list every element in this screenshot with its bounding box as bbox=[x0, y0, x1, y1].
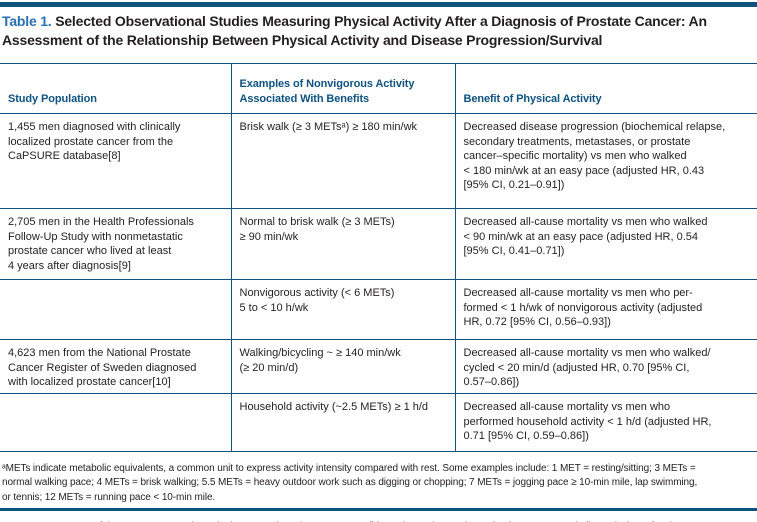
footnote-abbreviations: CaPSURE = Cancer of the Prostate Strateg… bbox=[2, 520, 755, 522]
cell-benefit: Decreased all-cause mortality vs men who… bbox=[455, 339, 757, 394]
cell-activity: Normal to brisk walk (≥ 3 METs) ≥ 90 min… bbox=[230, 208, 456, 280]
table-row: Nonvigorous activity (< 6 METs) 5 to < 1… bbox=[0, 279, 757, 340]
table-row: Household activity (~2.5 METs) ≥ 1 h/d D… bbox=[0, 393, 757, 452]
cell-population: 1,455 men diagnosed with clinically loca… bbox=[8, 121, 181, 162]
footnote-mets-definition: ᵃMETs indicate metabolic equivalents, a … bbox=[2, 462, 698, 503]
cell-activity: Walking/bicycling ~ ≥ 140 min/wk (≥ 20 m… bbox=[230, 339, 456, 394]
column-header-benefit: Benefit of Physical Activity bbox=[455, 63, 757, 114]
header-row: Study Population Examples of Nonvigorous… bbox=[0, 63, 757, 114]
table-title: Table 1. Selected Observational Studies … bbox=[2, 12, 755, 50]
cell-benefit: Decreased all-cause mortality vs men who… bbox=[455, 393, 757, 452]
cell-activity: Nonvigorous activity (< 6 METs) 5 to < 1… bbox=[230, 279, 456, 340]
footnotes-block: ᵃMETs indicate metabolic equivalents, a … bbox=[2, 447, 755, 522]
column-header-study-population: Study Population bbox=[0, 63, 231, 114]
table-row: 1,455 men diagnosed with clinically loca… bbox=[0, 113, 757, 209]
cell-activity: Household activity (~2.5 METs) ≥ 1 h/d bbox=[230, 393, 456, 452]
cell-population bbox=[0, 393, 231, 452]
table-number-label: Table 1. bbox=[2, 13, 52, 29]
cell-benefit: Decreased disease progression (biochemic… bbox=[463, 121, 726, 191]
column-header-nonvigorous-activity: Examples of Nonvigorous Activity Associa… bbox=[230, 63, 456, 114]
cell-population bbox=[0, 279, 231, 340]
cell-benefit: Decreased all-cause mortality vs men who… bbox=[455, 279, 757, 340]
table-row: 4,623 men from the National Prostate Can… bbox=[0, 339, 757, 394]
cell-benefit: Decreased all-cause mortality vs men who… bbox=[455, 208, 757, 280]
table-title-text: Selected Observational Studies Measuring… bbox=[2, 13, 707, 48]
bottom-border-rule bbox=[0, 508, 757, 511]
table-row: 2,705 men in the Health Professionals Fo… bbox=[0, 208, 757, 280]
top-border-rule bbox=[0, 2, 757, 7]
cell-population: 4,623 men from the National Prostate Can… bbox=[0, 339, 231, 394]
studies-table: Study Population Examples of Nonvigorous… bbox=[0, 63, 757, 452]
cell-population: 2,705 men in the Health Professionals Fo… bbox=[0, 208, 231, 280]
cell-activity: Brisk walk (≥ 3 METsᵃ) ≥ 180 min/wk bbox=[230, 113, 456, 209]
